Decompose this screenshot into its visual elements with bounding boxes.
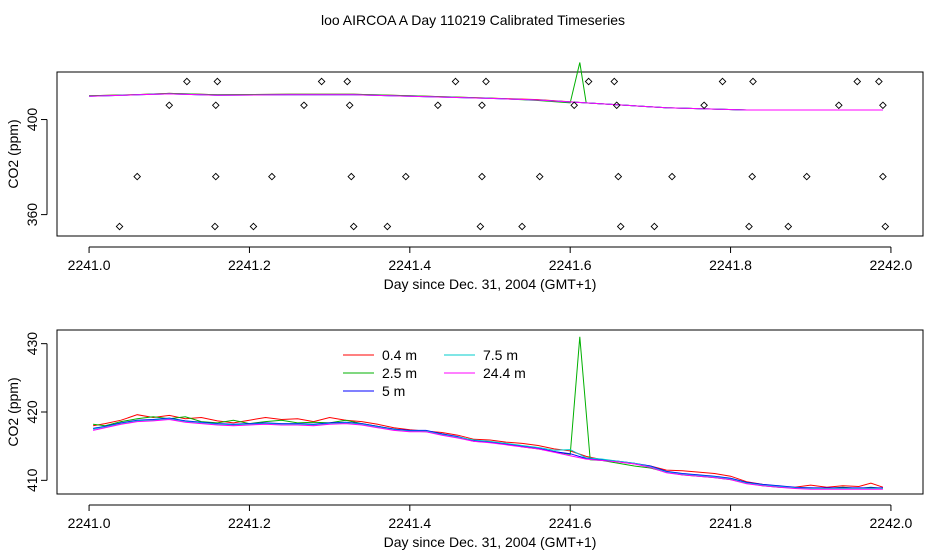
top-markers-group — [115, 77, 890, 231]
top-diamond-marker — [668, 172, 676, 181]
top-diamond-marker — [451, 77, 460, 86]
top-diamond-marker — [610, 77, 619, 86]
top-x-tick-label: 2241.2 — [228, 257, 271, 273]
top-diamond-marker — [853, 77, 862, 86]
top-diamond-marker — [476, 222, 485, 231]
top-series-5m — [89, 93, 883, 111]
top-diamond-marker — [249, 222, 258, 231]
top-x-axis-title: Day since Dec. 31, 2004 (GMT+1) — [384, 276, 597, 292]
top-series-7-5m — [89, 93, 883, 111]
bottom-series-5m — [93, 417, 883, 489]
top-diamond-marker — [317, 77, 326, 86]
top-diamond-marker — [211, 222, 219, 231]
top-diamond-marker — [879, 101, 887, 110]
top-x-tick-label: 2241.6 — [549, 257, 592, 273]
top-diamond-marker — [183, 77, 191, 86]
top-panel: 2241.0 2241.2 2241.4 2241.6 2241.8 2242.0 360… — [5, 62, 924, 292]
top-diamond-marker — [345, 101, 354, 110]
top-diamond-marker — [478, 101, 486, 110]
top-diamond-marker — [749, 77, 757, 86]
bottom-x-tick-label: 2242.0 — [870, 515, 913, 531]
bottom-panel: 2241.0 2241.2 2241.4 2241.6 2241.8 2242.0 410… — [5, 329, 924, 550]
top-diamond-marker — [482, 77, 490, 86]
top-diamond-marker — [745, 222, 753, 231]
top-diamond-marker — [881, 222, 890, 231]
top-diamond-marker — [879, 172, 887, 181]
top-diamond-marker — [115, 222, 124, 231]
top-diamond-marker — [650, 222, 659, 231]
top-y-tick-label: 360 — [24, 203, 40, 227]
bottom-x-tick-label: 2241.2 — [228, 515, 271, 531]
top-diamond-marker — [834, 101, 843, 110]
top-diamond-marker — [401, 172, 410, 181]
top-diamond-marker — [434, 101, 442, 110]
top-diamond-marker — [347, 172, 356, 181]
bottom-series-0-4m — [93, 414, 884, 488]
bottom-x-axis: 2241.0 2241.2 2241.4 2241.6 2241.8 2242.0 — [68, 504, 913, 531]
top-y-axis-title: CO2 (ppm) — [5, 119, 21, 188]
top-diamond-marker — [343, 77, 352, 86]
bottom-x-axis-title: Day since Dec. 31, 2004 (GMT+1) — [384, 534, 597, 550]
legend: 0.4 m 2.5 m 5 m 7.5 m 24.4 m — [343, 347, 526, 399]
top-diamond-marker — [165, 101, 174, 110]
top-diamond-marker — [535, 172, 544, 181]
top-diamond-marker — [584, 77, 593, 86]
top-diamond-marker — [211, 101, 220, 110]
legend-label-24-4m: 24.4 m — [483, 365, 526, 381]
bottom-y-tick-label: 420 — [24, 400, 40, 424]
legend-label-0-4m: 0.4 m — [382, 347, 417, 363]
top-y-tick-label: 400 — [24, 108, 40, 132]
top-diamond-marker — [211, 172, 220, 181]
top-diamond-marker — [213, 77, 222, 86]
top-diamond-marker — [300, 101, 308, 110]
bottom-y-tick-label: 410 — [24, 468, 40, 492]
legend-label-7-5m: 7.5 m — [483, 347, 518, 363]
top-diamond-marker — [700, 101, 708, 110]
top-diamond-marker — [718, 77, 727, 86]
top-diamond-marker — [616, 222, 625, 231]
top-diamond-marker — [133, 172, 142, 181]
top-x-tick-label: 2241.0 — [68, 257, 111, 273]
bottom-plot-frame — [56, 329, 924, 495]
bottom-x-tick-label: 2241.0 — [68, 515, 111, 531]
top-diamond-marker — [349, 222, 358, 231]
bottom-x-tick-label: 2241.8 — [709, 515, 752, 531]
top-diamond-marker — [268, 172, 276, 181]
top-x-tick-label: 2241.4 — [388, 257, 431, 273]
top-diamond-marker — [612, 101, 621, 110]
figure-title: loo AIRCOA A Day 110219 Calibrated Times… — [321, 12, 625, 28]
top-y-axis: 360 400 — [24, 108, 48, 227]
top-diamond-marker — [784, 222, 793, 231]
top-x-tick-label: 2241.8 — [709, 257, 752, 273]
top-series-0-4m — [89, 92, 883, 111]
bottom-series-group — [92, 336, 884, 490]
bottom-series-24-4m — [92, 418, 883, 490]
bottom-y-tick-label: 430 — [24, 332, 40, 356]
legend-label-2-5m: 2.5 m — [382, 365, 417, 381]
top-x-tick-label: 2242.0 — [870, 257, 913, 273]
bottom-y-axis: 410 420 430 — [24, 332, 48, 492]
bottom-series-7-5m — [93, 418, 883, 489]
bottom-y-axis-title: CO2 (ppm) — [5, 377, 21, 446]
top-series-2-5m — [89, 62, 883, 111]
top-x-axis: 2241.0 2241.2 2241.4 2241.6 2241.8 2242.0 — [68, 246, 913, 273]
top-series-group — [89, 62, 883, 111]
bottom-x-tick-label: 2241.6 — [549, 515, 592, 531]
top-diamond-marker — [570, 101, 579, 110]
top-diamond-marker — [383, 222, 392, 231]
top-plot-frame — [56, 71, 924, 237]
legend-label-5m: 5 m — [382, 383, 405, 399]
bottom-x-tick-label: 2241.4 — [388, 515, 431, 531]
top-diamond-marker — [614, 172, 623, 181]
top-diamond-marker — [478, 172, 486, 181]
top-diamond-marker — [748, 172, 757, 181]
top-diamond-marker — [802, 172, 811, 181]
top-series-24-4m — [89, 93, 883, 111]
top-diamond-marker — [518, 222, 526, 231]
top-diamond-marker — [875, 77, 883, 86]
